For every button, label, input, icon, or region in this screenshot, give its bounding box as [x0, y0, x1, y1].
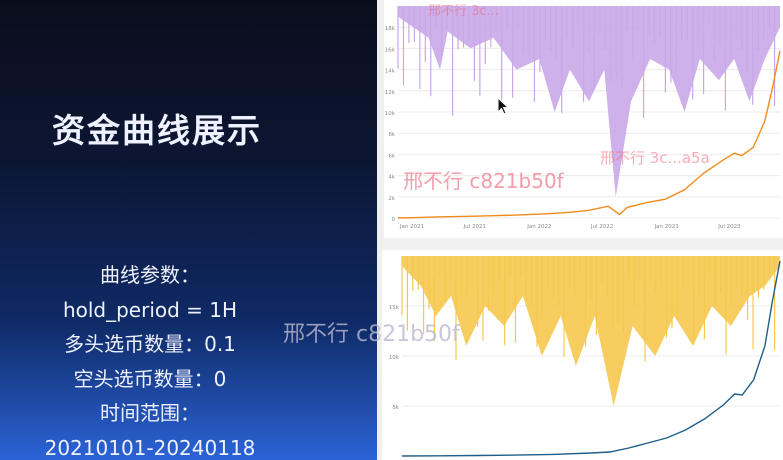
y-tick-label: 0	[392, 217, 396, 223]
y-tick-label: 6k	[388, 153, 395, 159]
x-tick-label: Jul 2021	[463, 224, 486, 230]
equity-chart-top: 0 2k 4k 6k 8k 10k 12k 14k 16k 18k Jan 2021 Jul 2021…	[384, 0, 783, 238]
charts-panel: 0 2k 4k 6k 8k 10k 12k 14k 16k 18k Jan 2021 Jul 2021…	[377, 0, 783, 460]
y-tick-label: 8k	[388, 132, 395, 138]
time-range-heading: 时间范围：	[100, 401, 200, 425]
x-tick-label: Jan 2021	[399, 224, 424, 230]
y-tick-label: 14k	[385, 69, 396, 75]
equity-chart-top-svg: 0 2k 4k 6k 8k 10k 12k 14k 16k 18k Jan 2021 Jul 2021…	[385, 6, 781, 230]
param-long-count: 多头选币数量：0.1	[64, 332, 236, 356]
x-tick-label: Jul 2023	[717, 224, 741, 230]
equity-chart-bottom: 5k 10k 15k	[382, 250, 783, 460]
time-range-value: 20210101-20240118	[44, 435, 256, 460]
y-tick-label: 10k	[389, 355, 400, 361]
equity-chart-bottom-svg: 5k 10k 15k	[389, 256, 781, 457]
equity-line	[401, 260, 781, 457]
y-tick-label: 10k	[385, 111, 396, 117]
slide-text-panel: 资金曲线展示 曲线参数： hold_period = 1H 多头选币数量：0.1…	[0, 0, 377, 460]
y-tick-label: 12k	[385, 90, 396, 96]
y-tick-label: 4k	[388, 175, 395, 181]
equity-line	[397, 50, 781, 219]
param-short-count: 空头选币数量：0	[73, 366, 227, 391]
y-tick-label: 15k	[389, 305, 400, 311]
drawdown-area	[402, 256, 780, 406]
y-tick-label: 5k	[392, 405, 399, 411]
params-heading: 曲线参数：	[100, 263, 200, 287]
drawdown-area	[398, 6, 780, 197]
y-tick-label: 2k	[388, 196, 395, 202]
x-tick-label: Jul 2022	[590, 224, 613, 230]
curve-params: 曲线参数： hold_period = 1H 多头选币数量：0.1 空头选币数量…	[0, 258, 300, 460]
y-tick-label: 18k	[385, 26, 396, 32]
y-tick-label: 16k	[385, 47, 396, 53]
x-tick-label: Jan 2023	[654, 224, 680, 230]
slide-title: 资金曲线展示	[52, 111, 262, 150]
param-hold-period: hold_period = 1H	[62, 297, 238, 322]
x-tick-label: Jan 2022	[526, 224, 551, 230]
arrow-cursor-icon	[497, 97, 509, 115]
